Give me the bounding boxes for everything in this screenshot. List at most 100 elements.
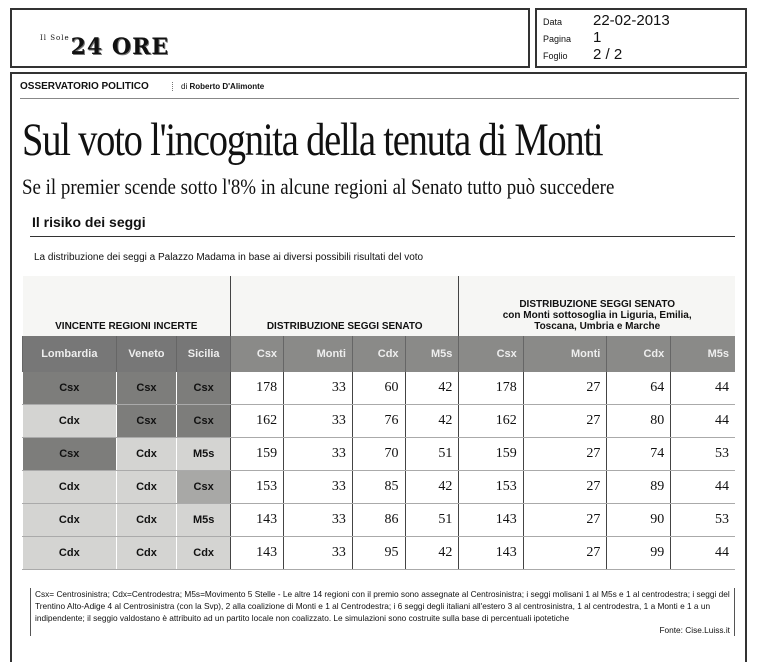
table-row: Csx Cdx M5s 159 33 70 51 159 27 74 53 [22, 437, 735, 471]
seats-table: VINCENTE REGIONI INCERTE DISTRIBUZIONE S… [22, 276, 735, 570]
column-header: Cdx [351, 336, 406, 372]
column-header: Veneto [115, 336, 177, 372]
table-cell: 51 [404, 503, 459, 537]
table-cell: M5s [176, 503, 231, 537]
table-cell: Cdx [22, 470, 117, 504]
column-header: Monti [522, 336, 607, 372]
table-cell: 143 [229, 536, 284, 570]
table-cell: Cdx [176, 536, 231, 570]
table-cell: 33 [283, 437, 353, 471]
table-cell: 33 [283, 404, 353, 438]
table-cell: 42 [404, 372, 459, 405]
table-cell: Cdx [115, 470, 177, 504]
table-cell: 53 [670, 503, 735, 537]
table-cell: 178 [458, 372, 524, 405]
section-title: Il risiko dei seggi [32, 214, 146, 230]
table-cell: Csx [22, 437, 117, 471]
column-header: M5s [404, 336, 459, 372]
masthead: Il Sole24 ORE [10, 8, 530, 68]
table-intro: La distribuzione dei seggi a Palazzo Mad… [34, 252, 424, 263]
table-cell: Cdx [115, 536, 177, 570]
table-cell: 74 [606, 437, 671, 471]
footnote-text: Csx= Centrosinistra; Cdx=Centrodestra; M… [35, 589, 730, 623]
table-cell: 143 [458, 536, 524, 570]
table-cell: 143 [458, 503, 524, 537]
column-header: Csx [229, 336, 284, 372]
table-cell: 80 [606, 404, 671, 438]
group-header-line: con Monti sottosoglia in Liguria, Emilia… [502, 310, 692, 321]
table-row: Cdx Cdx M5s 143 33 86 51 143 27 90 53 [22, 503, 735, 537]
table-cell: Cdx [115, 437, 177, 471]
sheet-label: Foglio [543, 51, 568, 61]
table-cell: M5s [176, 437, 231, 471]
table-cell: 76 [351, 404, 406, 438]
byline: di Roberto D'Alimonte [172, 82, 264, 91]
meta-box: Data 22-02-2013 Pagina 1 Foglio 2 / 2 [535, 8, 747, 68]
table-cell: 159 [458, 437, 524, 471]
headline: Sul voto l'incognita della tenuta di Mon… [22, 114, 604, 166]
table-cell: 27 [522, 536, 607, 570]
table-cell: 42 [404, 404, 459, 438]
table-cell: 51 [404, 437, 459, 471]
column-header: Lombardia [22, 336, 117, 372]
table-cell: Csx [176, 404, 231, 438]
table-cell: 86 [351, 503, 406, 537]
table-cell: 153 [458, 470, 524, 504]
logo-main: 24 ORE [70, 34, 170, 60]
column-header: Monti [283, 336, 353, 372]
table-cell: 85 [351, 470, 406, 504]
page-value: 1 [593, 29, 602, 46]
table-cell: 42 [404, 470, 459, 504]
table-cell: Csx [176, 372, 231, 405]
table-cell: 89 [606, 470, 671, 504]
table-cell: 33 [283, 372, 353, 405]
table-cell: 44 [670, 372, 735, 405]
article-box [10, 72, 747, 662]
table-cell: 44 [670, 536, 735, 570]
table-cell: 33 [283, 503, 353, 537]
table-cell: 70 [351, 437, 406, 471]
newspaper-logo: Il Sole24 ORE [40, 34, 169, 60]
divider [30, 236, 735, 237]
date-label: Data [543, 17, 563, 27]
page-label: Pagina [543, 34, 572, 44]
source: Fonte: Cise.Luiss.it [659, 625, 730, 635]
rubric: OSSERVATORIO POLITICO [20, 81, 149, 92]
table-cell: 27 [522, 503, 607, 537]
group-header: DISTRIBUZIONE SEGGI SENATO [229, 276, 459, 336]
table-row: Cdx Cdx Csx 153 33 85 42 153 27 89 44 [22, 470, 735, 504]
table-cell: 153 [229, 470, 284, 504]
table-cell: 178 [229, 372, 284, 405]
table-cell: Csx [176, 470, 231, 504]
table-cell: 90 [606, 503, 671, 537]
table-cell: 53 [670, 437, 735, 471]
table-row: Cdx Cdx Cdx 143 33 95 42 143 27 99 44 [22, 536, 735, 570]
group-header-line: Toscana, Umbria e Marche [534, 321, 661, 332]
table-cell: 44 [670, 404, 735, 438]
date-row: Data 22-02-2013 [543, 12, 743, 33]
table-cell: 99 [606, 536, 671, 570]
column-header: Sicilia [176, 336, 231, 372]
table-cell: 27 [522, 470, 607, 504]
table-cell: Cdx [22, 536, 117, 570]
table-cell: Csx [115, 404, 177, 438]
table-cell: 27 [522, 372, 607, 405]
table-cell: 95 [351, 536, 406, 570]
table-cell: 33 [283, 536, 353, 570]
table-cell: Csx [22, 372, 117, 405]
column-header: Cdx [606, 336, 671, 372]
table-cell: 44 [670, 470, 735, 504]
sheet-row: Foglio 2 / 2 [543, 46, 743, 67]
table-cell: 60 [351, 372, 406, 405]
table-cell: 64 [606, 372, 671, 405]
table-row: Csx Csx Csx 178 33 60 42 178 27 64 44 [22, 372, 735, 405]
table-cell: 27 [522, 437, 607, 471]
sheet-value: 2 / 2 [593, 46, 623, 63]
table-cell: 162 [458, 404, 524, 438]
date-value: 22-02-2013 [593, 12, 670, 29]
table-cell: 143 [229, 503, 284, 537]
table-cell: 42 [404, 536, 459, 570]
subheadline: Se il premier scende sotto l'8% in alcun… [22, 174, 615, 199]
table-cell: 33 [283, 470, 353, 504]
table-row: Cdx Csx Csx 162 33 76 42 162 27 80 44 [22, 404, 735, 438]
